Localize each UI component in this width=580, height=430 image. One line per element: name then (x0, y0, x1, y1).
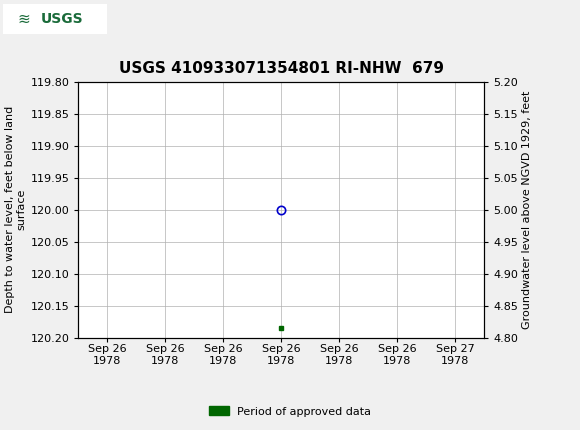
Y-axis label: Groundwater level above NGVD 1929, feet: Groundwater level above NGVD 1929, feet (523, 90, 532, 329)
Y-axis label: Depth to water level, feet below land
surface: Depth to water level, feet below land su… (5, 106, 26, 313)
Text: USGS: USGS (41, 12, 83, 26)
Text: ≋: ≋ (17, 12, 30, 26)
Legend: Period of approved data: Period of approved data (204, 402, 376, 421)
FancyBboxPatch shape (3, 4, 107, 34)
Title: USGS 410933071354801 RI-NHW  679: USGS 410933071354801 RI-NHW 679 (119, 61, 444, 77)
